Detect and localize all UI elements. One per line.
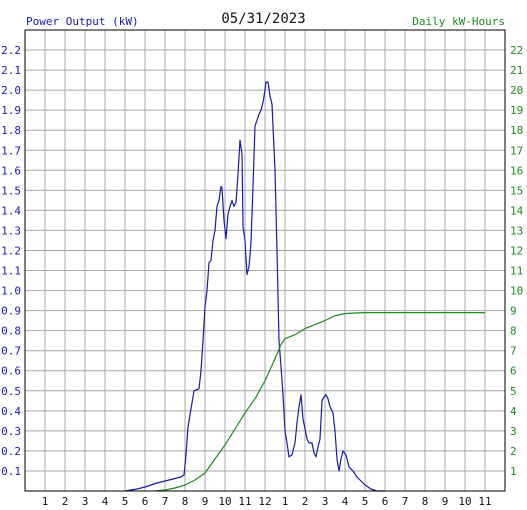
y-right-tick-label: 16 [510,164,523,177]
x-tick-label: 6 [382,495,389,508]
y-right-tick-label: 20 [510,84,523,97]
y-left-tick-label: 0.2 [1,445,21,458]
x-tick-label: 7 [402,495,409,508]
x-tick-label: 7 [162,495,169,508]
y-left-tick-label: 2.1 [1,64,21,77]
y-left-tick-label: 0.7 [1,345,21,358]
y-left-tick-label: 0.9 [1,305,21,318]
y-right-tick-label: 6 [510,365,517,378]
y-right-tick-label: 22 [510,44,523,57]
y-left-tick-label: 1.0 [1,285,21,298]
y-right-tick-label: 11 [510,265,523,278]
y-right-tick-label: 2 [510,445,517,458]
x-tick-label: 1 [282,495,289,508]
chart-title: 05/31/2023 [221,11,306,27]
y-left-tick-label: 1.2 [1,244,21,257]
x-tick-label: 8 [182,495,189,508]
y-left-tick-label: 1.4 [1,204,21,217]
x-tick-label: 9 [442,495,449,508]
y-left-tick-label: 0.3 [1,425,21,438]
y-left-tick-label: 1.3 [1,224,21,237]
y-right-tick-label: 13 [510,224,523,237]
x-tick-label: 11 [238,495,251,508]
y-right-tick-label: 4 [510,405,517,418]
x-tick-label: 2 [62,495,69,508]
x-tick-label: 8 [422,495,429,508]
x-tick-label: 12 [258,495,271,508]
y-right-tick-label: 1 [510,465,517,478]
y-right-tick-label: 19 [510,104,523,117]
y-right-tick-label: 18 [510,124,523,137]
daily-kwh-line [154,312,485,492]
y-right-tick-label: 5 [510,385,517,398]
y-left-tick-label: 0.6 [1,365,21,378]
x-tick-label: 2 [302,495,309,508]
y-right-tick-label: 17 [510,144,523,157]
y-left-tick-label: 0.1 [1,465,21,478]
x-tick-label: 5 [362,495,369,508]
plot-frame [24,29,506,492]
y-left-tick-label: 0.4 [1,405,21,418]
x-tick-label: 5 [122,495,129,508]
y-left-tick-label: 1.7 [1,144,21,157]
x-tick-label: 3 [82,495,89,508]
x-tick-label: 9 [202,495,209,508]
y-left-tick-label: 0.8 [1,325,21,338]
x-tick-label: 1 [42,495,49,508]
y-right-tick-label: 9 [510,305,517,318]
y-right-tick-label: 3 [510,425,517,438]
y-left-tick-label: 1.6 [1,164,21,177]
x-tick-label: 10 [218,495,231,508]
x-tick-label: 11 [478,495,491,508]
y-right-tick-label: 8 [510,325,517,338]
y-right-tick-label: 15 [510,184,523,197]
y-right-tick-label: 21 [510,64,523,77]
x-tick-label: 10 [458,495,471,508]
x-tick-label: 4 [342,495,349,508]
x-tick-label: 4 [102,495,109,508]
left-axis-title: Power Output (kW) [26,15,139,28]
y-right-tick-label: 10 [510,285,523,298]
y-right-tick-label: 14 [510,204,524,217]
y-left-tick-label: 1.8 [1,124,21,137]
x-tick-label: 6 [142,495,149,508]
right-axis-title: Daily kW-Hours [412,15,505,28]
y-right-tick-label: 7 [510,345,517,358]
y-left-tick-label: 1.5 [1,184,21,197]
y-left-tick-label: 2.0 [1,84,21,97]
y-right-tick-label: 12 [510,244,523,257]
y-left-tick-label: 1.1 [1,265,21,278]
y-left-tick-label: 1.9 [1,104,21,117]
power-output-line [124,81,385,492]
x-tick-label: 3 [322,495,329,508]
y-left-tick-label: 2.2 [1,44,21,57]
y-left-tick-label: 0.5 [1,385,21,398]
